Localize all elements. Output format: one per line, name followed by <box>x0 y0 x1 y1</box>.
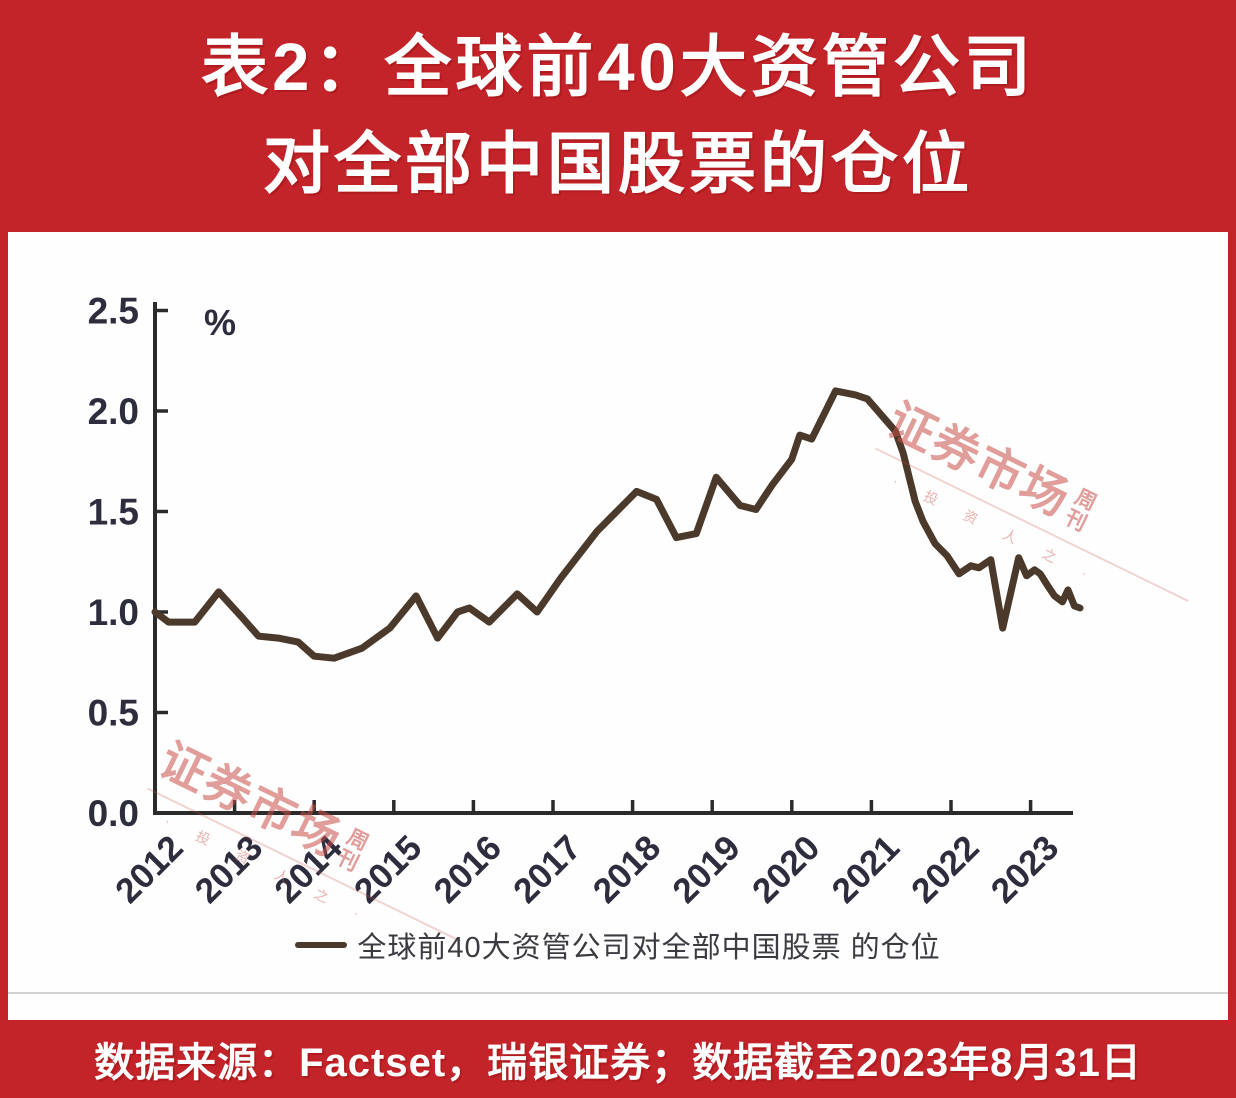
svg-text:2022: 2022 <box>904 828 987 911</box>
svg-text:2020: 2020 <box>745 828 828 911</box>
svg-text:2019: 2019 <box>665 828 748 911</box>
svg-text:1.0: 1.0 <box>88 592 139 633</box>
chart-title-line2: 对全部中国股票的仓位 <box>263 127 973 202</box>
svg-text:2017: 2017 <box>506 828 589 911</box>
chart-title-line1: 表2：全球前40大资管公司 <box>201 30 1035 105</box>
svg-text:0.0: 0.0 <box>88 793 139 834</box>
svg-text:2015: 2015 <box>347 828 430 911</box>
chart-panel: 0.0 0.5 1.0 1.5 2.0 2.5% 2012 2013 2014 2015 2016 2… <box>8 232 1228 1020</box>
svg-text:2013: 2013 <box>188 828 271 911</box>
panel-bottom-divider <box>8 992 1228 994</box>
line-chart: 0.00.51.01.52.02.5 %201220132014201520162… <box>88 291 1084 911</box>
chart-title: 表2：全球前40大资管公司 对全部中国股票的仓位 <box>0 0 1236 232</box>
svg-text:2.5: 2.5 <box>88 291 139 332</box>
legend-line-marker <box>295 942 348 948</box>
legend: 全球前40大资管公司对全部中国股票 的仓位 <box>8 924 1228 966</box>
data-source-note: 数据来源：Factset，瑞银证券；数据截至2023年8月31日 <box>0 1020 1236 1098</box>
svg-text:2012: 2012 <box>108 828 191 911</box>
svg-text:2014: 2014 <box>267 828 350 911</box>
legend-label: 全球前40大资管公司对全部中国股票 的仓位 <box>357 932 941 964</box>
svg-text:2023: 2023 <box>984 828 1067 911</box>
svg-text:2016: 2016 <box>426 828 509 911</box>
svg-text:0.5: 0.5 <box>88 693 139 734</box>
svg-text:1.5: 1.5 <box>88 492 139 533</box>
svg-text:2.0: 2.0 <box>88 391 139 432</box>
svg-text:2018: 2018 <box>586 828 669 911</box>
svg-text:%: % <box>204 302 236 343</box>
svg-text:2021: 2021 <box>824 828 907 911</box>
